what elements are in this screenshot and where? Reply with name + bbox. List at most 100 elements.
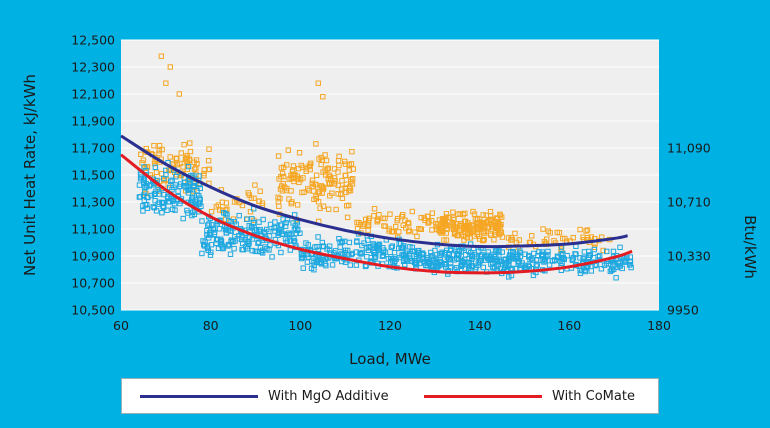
data-point <box>617 244 623 251</box>
data-point <box>161 175 167 182</box>
y-tick-label: 11,700 <box>71 141 115 156</box>
data-point <box>233 221 239 227</box>
data-point <box>276 203 282 209</box>
y-tick-label: 12,300 <box>71 60 115 75</box>
data-point <box>457 222 464 228</box>
data-point <box>480 264 487 271</box>
data-point <box>346 188 352 194</box>
legend-entry-mgo: With MgO Additive <box>140 379 389 413</box>
data-point <box>446 219 453 225</box>
data-point <box>365 227 371 234</box>
data-point <box>206 221 212 227</box>
data-point <box>533 263 539 269</box>
data-point <box>388 244 394 251</box>
data-point <box>487 208 494 215</box>
data-point <box>493 231 499 238</box>
data-point <box>326 180 332 186</box>
data-point <box>556 229 563 236</box>
data-point <box>284 162 290 168</box>
data-point <box>580 234 586 240</box>
data-point <box>627 262 633 268</box>
data-point <box>249 216 255 222</box>
data-point <box>584 227 591 233</box>
data-point <box>466 230 473 237</box>
legend-entry-comate: With CoMate <box>424 379 635 413</box>
data-point <box>158 53 165 59</box>
data-point <box>376 211 382 218</box>
data-point <box>540 226 546 232</box>
data-point <box>509 248 516 255</box>
y-axis-title: Net Unit Heat Rate, kJ/kWh <box>21 74 39 276</box>
data-point <box>569 257 576 264</box>
data-point <box>400 251 406 258</box>
data-point <box>205 222 211 228</box>
data-point <box>335 182 341 189</box>
x-tick-label: 140 <box>468 318 492 333</box>
data-point <box>342 252 348 258</box>
data-point <box>256 228 262 234</box>
data-point <box>409 208 416 215</box>
y2-axis-title: Btu/kWh <box>741 215 759 279</box>
data-point <box>169 206 176 213</box>
data-point <box>289 168 296 175</box>
data-point <box>382 223 388 229</box>
data-point <box>247 209 254 215</box>
data-point <box>167 64 174 70</box>
data-point <box>450 222 456 229</box>
data-point <box>313 172 320 179</box>
data-point <box>323 157 330 164</box>
data-point <box>530 272 537 279</box>
data-point <box>316 188 322 195</box>
data-point <box>286 230 292 236</box>
data-point <box>140 157 147 163</box>
data-point <box>451 225 457 232</box>
data-point <box>297 230 303 236</box>
data-point <box>152 164 159 171</box>
data-point <box>243 216 250 222</box>
data-point <box>219 242 225 248</box>
data-point <box>156 147 162 154</box>
data-point <box>424 213 431 220</box>
data-point <box>366 215 372 222</box>
data-point <box>156 150 162 157</box>
data-point <box>277 226 283 233</box>
data-point <box>367 243 373 250</box>
data-point <box>356 220 362 226</box>
data-point <box>414 233 420 240</box>
data-point <box>595 253 601 260</box>
data-point <box>315 234 321 240</box>
data-point <box>294 220 301 226</box>
data-point <box>400 212 406 218</box>
data-point <box>280 231 286 237</box>
data-point <box>298 255 305 262</box>
data-point <box>141 177 147 184</box>
data-point <box>483 228 489 235</box>
data-point <box>577 226 583 233</box>
data-point <box>138 151 144 158</box>
data-point <box>331 166 338 172</box>
data-point <box>283 220 289 226</box>
data-point <box>338 239 345 246</box>
data-point <box>481 237 487 243</box>
data-point <box>628 264 634 271</box>
data-point <box>150 204 156 210</box>
data-point <box>257 188 263 194</box>
data-point <box>491 237 497 243</box>
data-point <box>591 246 598 253</box>
data-point <box>481 216 487 223</box>
x-tick-label: 120 <box>378 318 402 333</box>
data-point <box>210 226 217 233</box>
data-point <box>497 212 504 219</box>
data-point <box>470 208 476 215</box>
data-point <box>204 227 210 234</box>
data-point <box>201 243 208 249</box>
data-point <box>283 187 290 194</box>
data-point <box>414 248 421 254</box>
y2-tick-label: 10,330 <box>667 249 711 264</box>
data-point <box>558 251 564 257</box>
data-point <box>462 226 469 232</box>
data-point <box>470 222 477 228</box>
data-point <box>201 167 207 173</box>
data-point <box>187 148 194 155</box>
data-point <box>592 262 598 269</box>
